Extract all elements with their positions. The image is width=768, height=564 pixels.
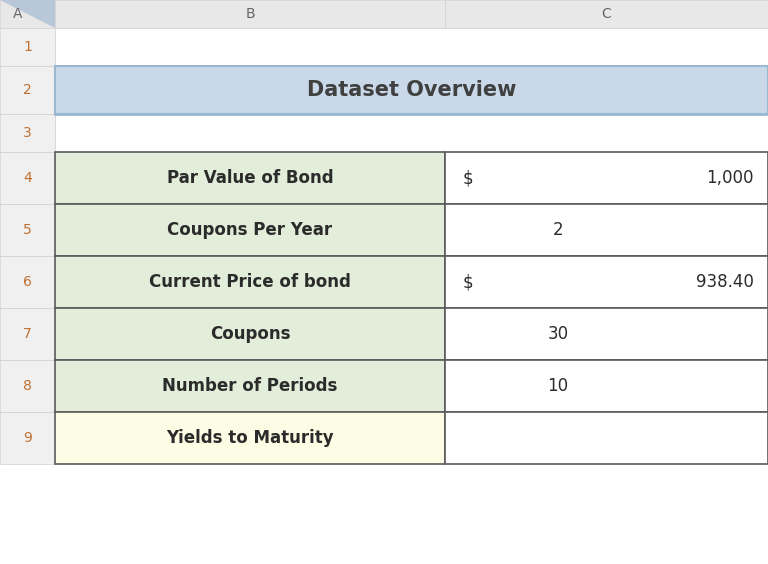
Text: $: $ xyxy=(463,273,474,291)
Bar xyxy=(55,114,768,152)
Text: Current Price of bond: Current Price of bond xyxy=(149,273,351,291)
Bar xyxy=(55,412,445,464)
Text: 2: 2 xyxy=(553,221,564,239)
Polygon shape xyxy=(0,0,55,28)
Bar xyxy=(445,0,768,28)
Bar xyxy=(0,256,55,308)
Bar xyxy=(445,308,768,360)
Text: 10: 10 xyxy=(548,377,568,395)
Bar xyxy=(0,66,55,114)
Bar xyxy=(445,204,768,256)
Text: 938.40: 938.40 xyxy=(696,273,754,291)
Bar xyxy=(55,66,768,114)
Text: Number of Periods: Number of Periods xyxy=(162,377,338,395)
Text: 30: 30 xyxy=(548,325,568,343)
Text: 2: 2 xyxy=(23,83,32,97)
Text: 5: 5 xyxy=(23,223,32,237)
Bar xyxy=(0,114,55,152)
Text: $: $ xyxy=(463,169,474,187)
Bar xyxy=(0,204,55,256)
Text: 1,000: 1,000 xyxy=(707,169,754,187)
Bar xyxy=(445,256,768,308)
Text: Dataset Overview: Dataset Overview xyxy=(306,80,516,100)
Text: 7: 7 xyxy=(23,327,32,341)
Bar xyxy=(0,360,55,412)
Text: Yields to Maturity: Yields to Maturity xyxy=(166,429,334,447)
Bar xyxy=(0,308,55,360)
Bar xyxy=(0,0,55,28)
Bar xyxy=(55,256,445,308)
Bar xyxy=(55,204,445,256)
Bar xyxy=(445,412,768,464)
Text: 9: 9 xyxy=(23,431,32,445)
Text: 6: 6 xyxy=(23,275,32,289)
Text: A: A xyxy=(13,7,23,21)
Bar xyxy=(55,0,445,28)
Bar xyxy=(445,152,768,204)
Bar xyxy=(55,28,768,66)
Bar xyxy=(55,360,445,412)
Text: 3: 3 xyxy=(23,126,32,140)
Text: Par Value of Bond: Par Value of Bond xyxy=(167,169,333,187)
Bar xyxy=(55,308,445,360)
Bar xyxy=(0,412,55,464)
Text: C: C xyxy=(601,7,611,21)
Bar xyxy=(445,360,768,412)
Bar xyxy=(0,152,55,204)
Text: Coupons Per Year: Coupons Per Year xyxy=(167,221,333,239)
Text: B: B xyxy=(245,7,255,21)
Bar xyxy=(55,152,445,204)
Text: 4: 4 xyxy=(23,171,32,185)
Text: Coupons: Coupons xyxy=(210,325,290,343)
Text: 1: 1 xyxy=(23,40,32,54)
Text: 8: 8 xyxy=(23,379,32,393)
Bar xyxy=(0,28,55,66)
